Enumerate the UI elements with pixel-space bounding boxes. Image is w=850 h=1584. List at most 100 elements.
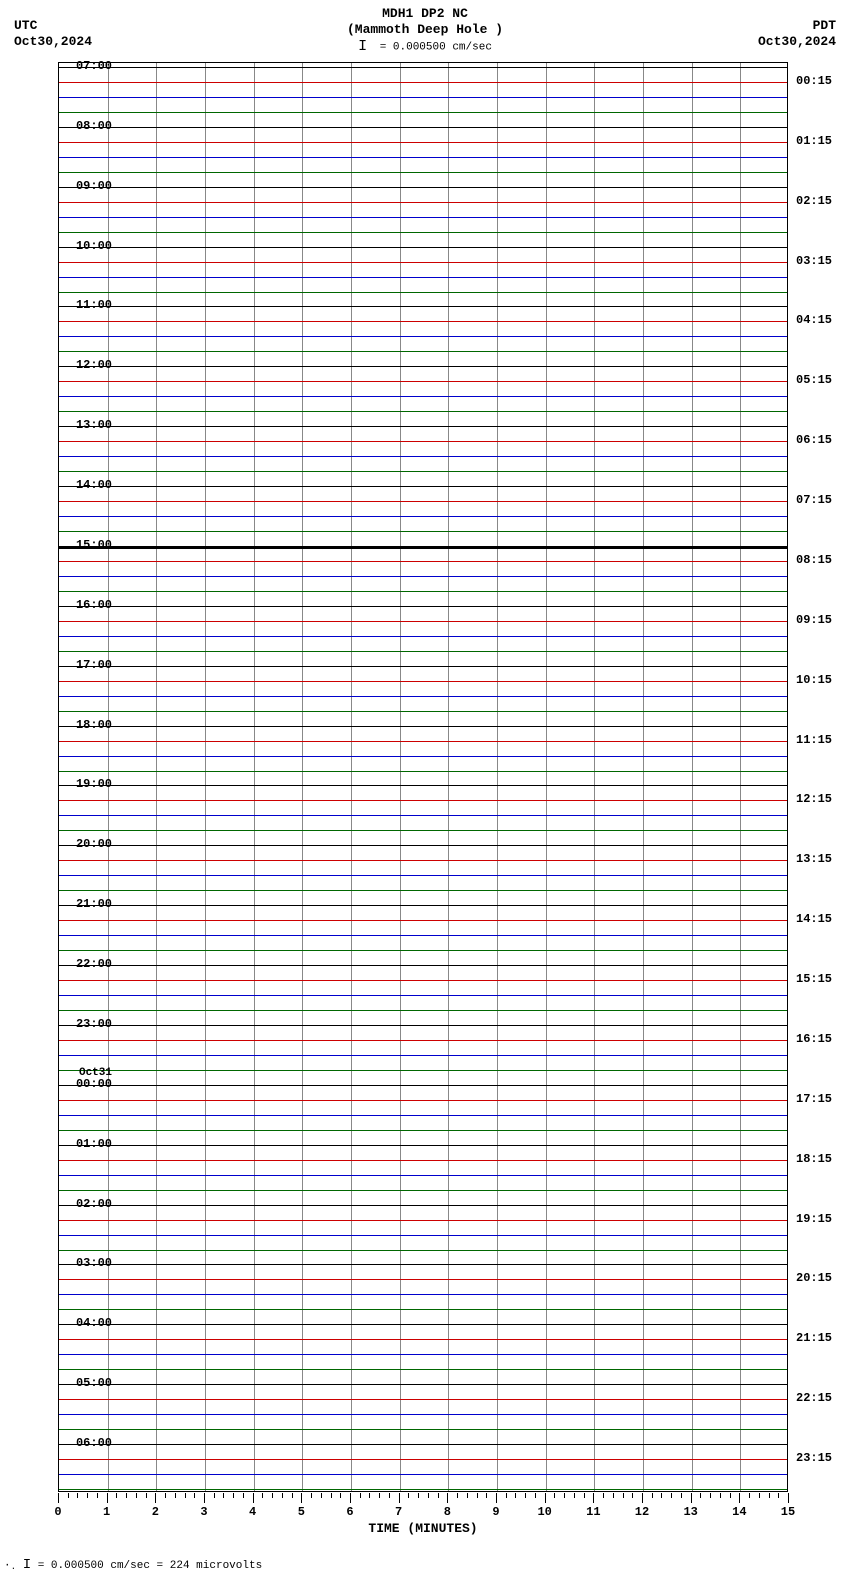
left-hour-label: 07:00: [76, 59, 112, 73]
x-tick-major: [691, 1493, 692, 1503]
x-tick-minor: [311, 1493, 312, 1498]
seismic-trace: [59, 1040, 787, 1041]
x-tick-minor: [613, 1493, 614, 1498]
x-tick-minor: [515, 1493, 516, 1498]
helicorder-plot: [58, 62, 788, 1492]
x-tick-minor: [778, 1493, 779, 1498]
x-tick-label: 5: [298, 1505, 305, 1519]
left-hour-label: 15:00: [76, 538, 112, 552]
tz-left-label: UTC: [14, 18, 37, 33]
x-tick-minor: [292, 1493, 293, 1498]
seismic-trace: [59, 486, 787, 487]
left-hour-label: 10:00: [76, 239, 112, 253]
seismic-trace: [59, 1250, 787, 1251]
x-tick-label: 10: [537, 1505, 551, 1519]
x-tick-minor: [769, 1493, 770, 1498]
x-tick-label: 14: [732, 1505, 746, 1519]
right-hour-label: 08:15: [796, 553, 832, 567]
seismic-trace: [59, 97, 787, 98]
seismic-trace: [59, 935, 787, 936]
seismic-trace: [59, 531, 787, 532]
x-tick-minor: [418, 1493, 419, 1498]
seismic-trace: [59, 396, 787, 397]
right-hour-label: 07:15: [796, 493, 832, 507]
x-tick-label: 6: [346, 1505, 353, 1519]
helicorder-page: MDH1 DP2 NC (Mammoth Deep Hole ) I = 0.0…: [0, 0, 850, 1584]
seismic-trace: [59, 1279, 787, 1280]
seismic-trace: [59, 1309, 787, 1310]
seismic-trace: [59, 426, 787, 427]
right-hour-label: 02:15: [796, 194, 832, 208]
date-left-label: Oct30,2024: [14, 34, 92, 49]
seismic-trace: [59, 1220, 787, 1221]
right-hour-label: 17:15: [796, 1092, 832, 1106]
seismic-trace: [59, 1145, 787, 1146]
seismic-trace: [59, 157, 787, 158]
left-hour-label: 21:00: [76, 897, 112, 911]
x-tick-minor: [262, 1493, 263, 1498]
seismic-trace: [59, 1025, 787, 1026]
seismic-trace: [59, 1354, 787, 1355]
left-hour-label: 01:00: [76, 1137, 112, 1151]
x-tick-minor: [632, 1493, 633, 1498]
seismic-trace: [59, 875, 787, 876]
x-tick-major: [155, 1493, 156, 1503]
x-tick-minor: [467, 1493, 468, 1498]
x-tick-minor: [136, 1493, 137, 1498]
left-hour-label: 16:00: [76, 598, 112, 612]
x-tick-major: [350, 1493, 351, 1503]
right-hour-label: 00:15: [796, 74, 832, 88]
seismic-trace: [59, 1205, 787, 1206]
x-tick-minor: [379, 1493, 380, 1498]
right-hour-label: 21:15: [796, 1331, 832, 1345]
right-hour-label: 03:15: [796, 254, 832, 268]
x-tick-minor: [700, 1493, 701, 1498]
tz-right-label: PDT: [813, 18, 836, 33]
x-tick-minor: [77, 1493, 78, 1498]
x-tick-major: [496, 1493, 497, 1503]
x-tick-minor: [331, 1493, 332, 1498]
x-tick-label: 8: [444, 1505, 451, 1519]
seismic-trace: [59, 965, 787, 966]
seismic-trace: [59, 800, 787, 801]
x-tick-label: 11: [586, 1505, 600, 1519]
x-tick-minor: [389, 1493, 390, 1498]
left-hour-label: 04:00: [76, 1316, 112, 1330]
seismic-trace: [59, 366, 787, 367]
x-tick-major: [399, 1493, 400, 1503]
x-tick-minor: [68, 1493, 69, 1498]
seismic-trace: [59, 172, 787, 173]
left-hour-label: 14:00: [76, 478, 112, 492]
seismic-trace: [59, 576, 787, 577]
left-hour-label: 17:00: [76, 658, 112, 672]
x-tick-minor: [146, 1493, 147, 1498]
seismic-trace: [59, 516, 787, 517]
left-hour-label: 02:00: [76, 1197, 112, 1211]
seismic-trace: [59, 890, 787, 891]
seismic-trace: [59, 785, 787, 786]
x-tick-label: 0: [54, 1505, 61, 1519]
x-tick-minor: [87, 1493, 88, 1498]
x-tick-major: [788, 1493, 789, 1503]
x-tick-minor: [506, 1493, 507, 1498]
seismic-trace: [59, 1175, 787, 1176]
seismic-trace: [59, 726, 787, 727]
seismic-trace: [59, 351, 787, 352]
seismic-trace: [59, 247, 787, 248]
x-tick-minor: [340, 1493, 341, 1498]
seismic-trace: [59, 127, 787, 128]
right-hour-label: 19:15: [796, 1212, 832, 1226]
seismic-trace: [59, 920, 787, 921]
seismic-trace: [59, 1369, 787, 1370]
seismic-trace: [59, 232, 787, 233]
seismic-trace: [59, 142, 787, 143]
x-tick-minor: [214, 1493, 215, 1498]
x-tick-minor: [369, 1493, 370, 1498]
scale-note: I = 0.000500 cm/sec: [358, 38, 492, 55]
seismic-trace: [59, 1339, 787, 1340]
x-tick-minor: [428, 1493, 429, 1498]
x-axis-title: TIME (MINUTES): [368, 1521, 477, 1536]
seismic-trace: [59, 815, 787, 816]
seismic-trace: [59, 905, 787, 906]
seismic-trace: [59, 187, 787, 188]
